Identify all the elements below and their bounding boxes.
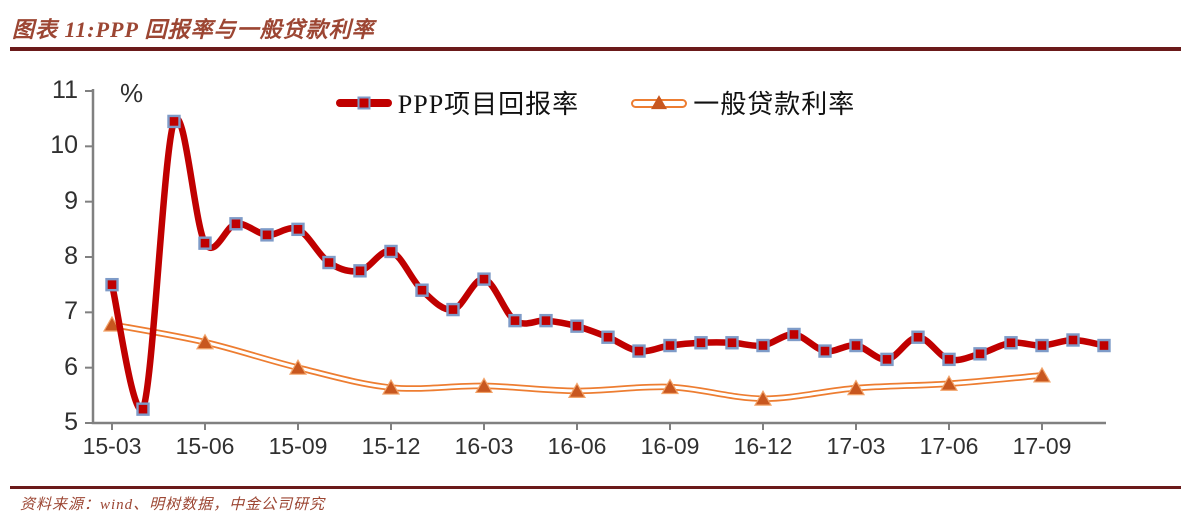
square-data-marker [911, 330, 925, 344]
legend-item-ppp-return: PPP项目回报率 [335, 84, 580, 121]
triangle-data-marker [474, 377, 494, 394]
square-data-marker [508, 313, 522, 328]
title-rule [10, 47, 1181, 51]
y-tick-label: 5 [64, 408, 78, 436]
square-data-marker [849, 338, 863, 353]
square-data-marker [570, 319, 584, 333]
square-data-marker [663, 338, 677, 353]
x-tick-label: 16-12 [733, 433, 793, 459]
square-data-marker [601, 330, 615, 344]
legend-item-loan-rate: 一般贷款利率 [631, 84, 855, 121]
triangle-data-marker [567, 382, 587, 399]
square-data-marker [942, 352, 956, 367]
square-data-marker [539, 313, 553, 328]
x-tick-label: 17-09 [1012, 433, 1072, 459]
triangle-data-marker [381, 378, 401, 395]
axes [85, 89, 1106, 430]
square-data-marker [1066, 333, 1080, 347]
x-tick-label: 15-09 [268, 433, 328, 459]
x-tick-label: 15-12 [361, 433, 421, 459]
series-ppp-return [105, 114, 1111, 416]
series-loan-rate [102, 315, 1052, 406]
loan-line-sample-icon [631, 89, 688, 117]
square-data-marker [818, 344, 832, 358]
square-data-marker [973, 347, 987, 361]
footer-rule [10, 486, 1181, 489]
triangle-marker-icon [651, 94, 668, 109]
square-data-marker [136, 402, 150, 416]
square-data-marker [322, 255, 336, 270]
y-tick-label: 6 [64, 352, 78, 381]
square-data-marker [446, 302, 460, 317]
square-data-marker [198, 236, 212, 250]
legend: PPP项目回报率 一般贷款利率 [0, 84, 1191, 121]
square-data-marker [353, 264, 367, 278]
square-data-marker [229, 217, 243, 231]
x-tick-label: 17-06 [919, 433, 979, 459]
source-text: 资料来源：wind、明树数据，中金公司研究 [20, 497, 326, 513]
x-tick-label: 16-03 [454, 433, 514, 459]
square-data-marker [725, 336, 739, 350]
square-data-marker [105, 277, 119, 292]
y-tick-label: 8 [64, 242, 78, 270]
square-data-marker [787, 327, 801, 342]
triangle-data-marker [846, 379, 866, 396]
triangle-data-marker [753, 389, 773, 406]
legend-label-loan-rate: 一般贷款利率 [693, 90, 856, 119]
y-tick-label: 11 [52, 76, 78, 104]
triangle-data-marker [939, 375, 959, 391]
square-data-marker [1004, 336, 1018, 350]
y-tick-label: 10 [50, 131, 78, 160]
square-data-marker [167, 114, 181, 129]
square-data-marker [756, 338, 770, 353]
x-tick-label: 16-06 [547, 433, 607, 459]
square-data-marker [880, 352, 894, 367]
legend-label-ppp-return: PPP项目回报率 [397, 90, 580, 119]
x-tick-label: 15-03 [82, 433, 142, 459]
triangle-data-marker [1032, 366, 1052, 383]
square-marker-icon [357, 96, 371, 109]
y-tick-label: 9 [64, 186, 78, 215]
square-data-marker [291, 222, 305, 237]
square-data-marker [260, 228, 274, 242]
y-axis-unit-label: % [120, 78, 144, 108]
x-tick-label: 17-03 [826, 433, 886, 459]
square-data-marker [415, 283, 429, 297]
square-data-marker [1097, 338, 1111, 353]
x-tick-label: 16-09 [640, 433, 700, 459]
square-data-marker [694, 336, 708, 350]
plot-area [85, 89, 1111, 430]
ppp-line-sample-icon [335, 89, 392, 117]
x-tick-label: 15-06 [175, 433, 235, 459]
square-data-marker [384, 244, 398, 259]
triangle-data-marker [660, 378, 680, 395]
triangle-data-marker [195, 333, 215, 350]
triangle-data-marker [288, 358, 308, 375]
square-data-marker [1035, 338, 1049, 353]
chart-title: 图表 11:PPP 回报率与一般贷款利率 [12, 17, 375, 42]
square-data-marker [632, 344, 646, 358]
y-tick-label: 7 [64, 297, 78, 326]
square-data-marker [477, 272, 491, 286]
